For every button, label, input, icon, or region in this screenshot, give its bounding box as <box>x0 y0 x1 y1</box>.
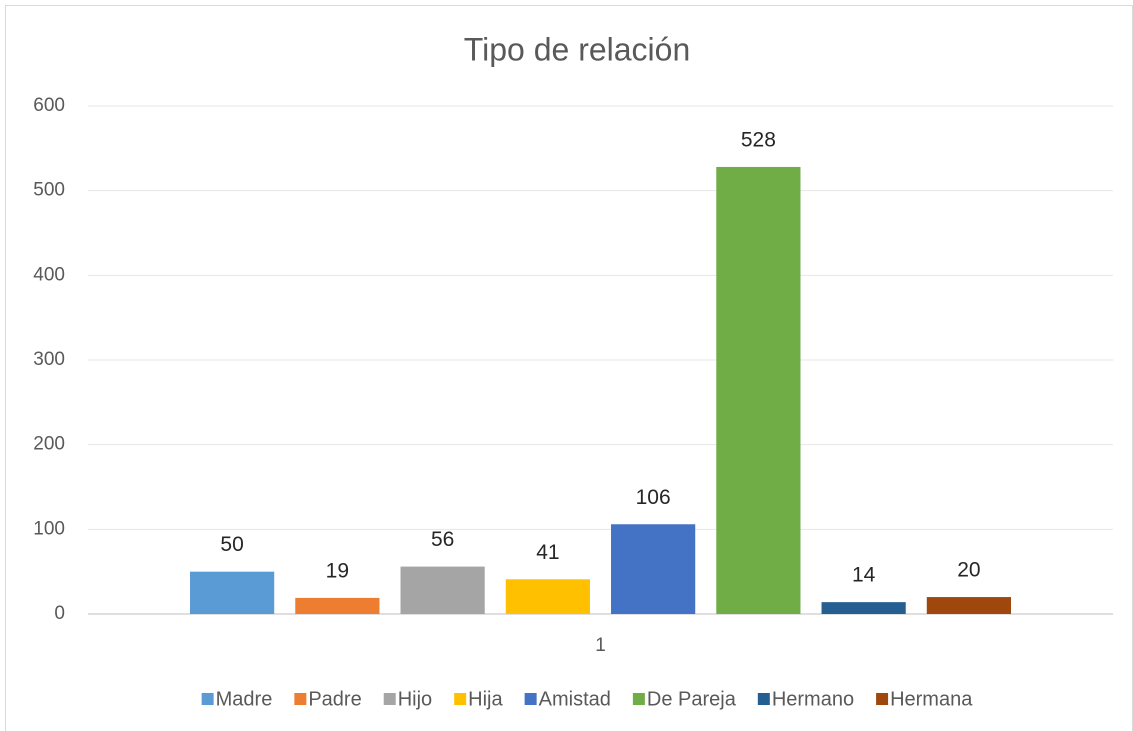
bar <box>295 597 380 614</box>
y-tick-label: 300 <box>33 349 65 370</box>
bar <box>400 566 485 614</box>
bar <box>716 166 801 614</box>
legend-swatch <box>632 693 645 705</box>
data-label: 14 <box>852 564 876 587</box>
legend-label: Padre <box>308 688 361 710</box>
legend-swatch <box>454 693 467 705</box>
bar <box>611 524 696 614</box>
legend-label: Hijo <box>398 688 432 710</box>
data-label: 528 <box>741 129 776 152</box>
legend-swatch <box>757 693 770 705</box>
legend-swatch <box>201 693 214 705</box>
bar <box>190 571 275 614</box>
legend-label: Madre <box>216 688 273 710</box>
data-label: 106 <box>636 486 671 509</box>
data-label: 20 <box>957 559 980 582</box>
data-label: 50 <box>220 533 243 556</box>
legend-label: Hermana <box>890 688 973 710</box>
bar <box>926 597 1011 614</box>
chart-title: Tipo de relación <box>464 31 691 67</box>
y-tick-label: 500 <box>33 180 65 201</box>
y-tick-label: 0 <box>54 603 65 624</box>
bar <box>505 579 590 614</box>
bar <box>821 602 906 614</box>
y-tick-label: 600 <box>33 95 65 116</box>
data-label: 19 <box>326 559 349 582</box>
legend-label: Hermano <box>772 688 854 710</box>
y-tick-label: 100 <box>33 518 65 539</box>
legend-swatch <box>524 693 537 705</box>
legend-swatch <box>294 693 307 705</box>
legend-swatch <box>383 693 396 705</box>
data-label: 41 <box>536 541 559 564</box>
data-label: 56 <box>431 528 454 551</box>
legend-label: Amistad <box>539 688 611 710</box>
legend-label: Hija <box>468 688 503 710</box>
legend-swatch <box>876 693 889 705</box>
x-tick-label: 1 <box>595 635 606 656</box>
y-tick-label: 200 <box>33 434 65 455</box>
chart-border <box>5 5 1133 731</box>
y-tick-label: 400 <box>33 264 65 285</box>
legend-label: De Pareja <box>647 688 737 710</box>
